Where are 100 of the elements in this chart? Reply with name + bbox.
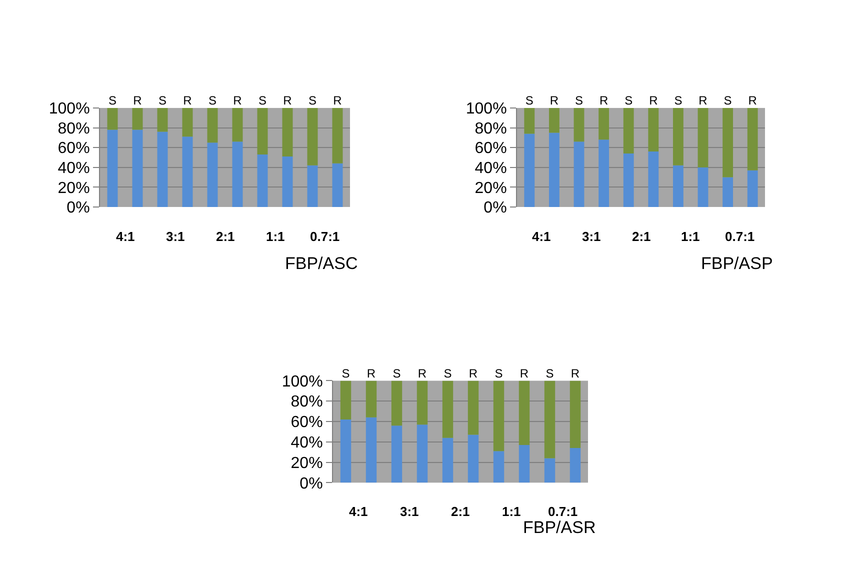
text: 1:1 (266, 229, 285, 244)
bar (672, 165, 684, 207)
bar (722, 108, 734, 178)
bar (340, 419, 352, 483)
y-tick-label: 60% (290, 414, 323, 432)
bar (570, 448, 581, 483)
text: 4:1 (116, 229, 135, 244)
y-tick-label: 0% (300, 475, 323, 492)
x-tick-label: R (283, 94, 292, 108)
bar (332, 108, 343, 164)
x-tick-label: S (724, 94, 732, 108)
bar (648, 152, 659, 207)
x-tick-label: R (748, 94, 758, 108)
x-tick-label: R (520, 366, 529, 380)
x-tick-label: S (208, 94, 217, 108)
x-tick-label: S (444, 366, 452, 380)
bar (524, 134, 535, 207)
x-tick-label: S (525, 94, 534, 108)
text: 0.7:1 (310, 229, 340, 244)
x-tick-label: S (308, 94, 317, 108)
bar (132, 108, 143, 130)
x-tick-label: R (418, 366, 427, 380)
y-tick-label: 20% (58, 180, 90, 197)
bar (574, 142, 584, 207)
bar (518, 380, 530, 445)
bar (307, 165, 318, 207)
bar (282, 108, 293, 156)
bar (366, 380, 377, 418)
y-tick-label: 0% (484, 200, 507, 217)
y-tick-label: 60% (474, 140, 507, 158)
x-tick-label: R (133, 94, 142, 108)
x-axis-title: FBP/ASR (523, 518, 596, 537)
bar (493, 451, 504, 483)
x-tick-label: S (158, 94, 167, 108)
y-tick-label: 60% (58, 140, 90, 158)
bar (442, 438, 454, 483)
bar (722, 177, 734, 207)
x-tick-label: R (649, 94, 658, 108)
bar (416, 380, 428, 425)
bar (391, 380, 402, 426)
x-axis-title: FBP/ASC (285, 254, 358, 273)
y-tick-label: 100% (48, 100, 90, 118)
x-tick-label: R (233, 94, 242, 108)
bar (648, 108, 659, 152)
text: 2:1 (216, 229, 235, 244)
text: 1:1 (502, 504, 521, 519)
bar (257, 108, 268, 154)
bar (332, 163, 343, 207)
bar (366, 417, 377, 483)
y-tick-label: 0% (66, 200, 90, 217)
bar (107, 108, 118, 130)
bar (157, 108, 168, 132)
bar (282, 156, 293, 207)
y-tick-label: 80% (290, 394, 323, 411)
bar (548, 132, 560, 207)
bar (747, 108, 758, 170)
x-tick-label: S (108, 94, 117, 108)
bar (544, 380, 556, 458)
bar (257, 154, 268, 207)
bar (232, 108, 243, 142)
bar (623, 154, 634, 207)
bar (574, 108, 584, 142)
x-tick-label: R (468, 366, 478, 380)
bar (442, 380, 454, 438)
bar (157, 132, 168, 207)
bar (548, 108, 560, 133)
bar (416, 424, 428, 483)
y-tick-label: 100% (466, 100, 507, 118)
x-tick-label: S (624, 94, 633, 108)
x-axis-title: FBP/ASP (701, 254, 773, 273)
text: 2:1 (632, 229, 651, 244)
bar (493, 380, 504, 452)
y-tick-label: 40% (290, 434, 323, 452)
text: 0.7:1 (725, 229, 755, 244)
bar (623, 108, 634, 154)
bar (391, 426, 402, 483)
y-tick-label: 40% (474, 160, 507, 177)
bar (132, 130, 143, 207)
text: 4:1 (532, 229, 551, 244)
text: 2:1 (451, 504, 470, 519)
text: 0.7:1 (548, 504, 578, 519)
bar (468, 434, 479, 483)
bar (698, 108, 708, 168)
bar (598, 140, 610, 207)
x-tick-label: S (392, 366, 401, 380)
bar (182, 108, 193, 137)
x-tick-label: R (599, 94, 608, 108)
y-tick-label: 40% (58, 160, 90, 177)
x-tick-label: S (674, 94, 682, 108)
y-tick-label: 100% (282, 373, 323, 390)
text: 1:1 (681, 229, 700, 244)
x-tick-label: S (494, 366, 503, 380)
bar (207, 142, 218, 207)
x-tick-label: R (366, 366, 376, 380)
bar (598, 108, 610, 140)
y-tick-label: 80% (58, 120, 90, 138)
x-tick-label: R (698, 94, 708, 108)
text: 3:1 (582, 229, 601, 244)
bar (544, 458, 556, 483)
bar (232, 142, 243, 207)
